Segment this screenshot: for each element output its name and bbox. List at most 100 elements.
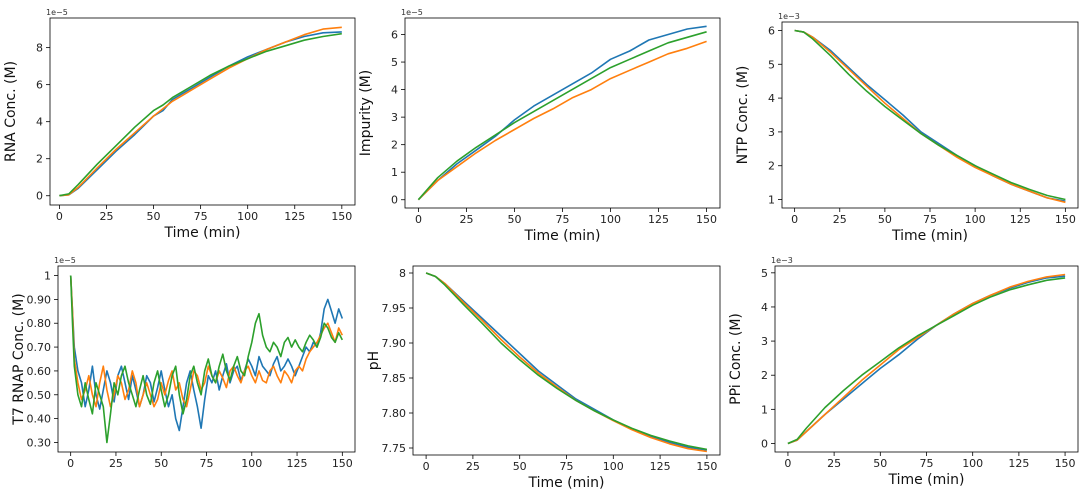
x-tick-label: 50 xyxy=(154,457,168,470)
y-tick-label: 0.30 xyxy=(27,436,52,449)
series-line-blue xyxy=(425,272,708,451)
y-tick-label: 5 xyxy=(761,267,768,280)
x-tick-label: 25 xyxy=(827,457,841,470)
y-tick-label: 4 xyxy=(761,301,768,314)
chart-panel-4: 0 25 50 75 100 125 150 0.30 0.40 0.50 0.60 0.70 0.80… xyxy=(11,256,356,470)
y-tick-label: 7.95 xyxy=(382,302,407,315)
x-tick-label: 0 xyxy=(791,213,798,226)
y-axis-label: pH xyxy=(366,351,382,370)
series-line-blue xyxy=(59,31,342,197)
series-line-green xyxy=(59,32,342,197)
series-line-green xyxy=(787,277,1066,445)
x-tick-label: 150 xyxy=(332,457,353,470)
x-tick-label: 75 xyxy=(194,210,208,223)
x-tick-label: 25 xyxy=(833,213,847,226)
x-tick-label: 100 xyxy=(241,457,262,470)
x-tick-label: 125 xyxy=(650,460,671,473)
series-line-green xyxy=(425,272,708,451)
x-tick-label: 75 xyxy=(556,213,570,226)
y-tick-label: 0 xyxy=(391,194,398,207)
y-tick-label: 0.90 xyxy=(27,293,52,306)
y-tick-label: 2 xyxy=(391,139,398,152)
y-tick-label: 0 xyxy=(761,437,768,450)
y-axis-label: PPi Conc. (M) xyxy=(728,313,744,405)
x-tick-label: 75 xyxy=(923,213,937,226)
y-tick-label: 6 xyxy=(36,79,43,92)
x-axis-label: Time (min) xyxy=(523,228,600,244)
x-tick-label: 50 xyxy=(147,210,161,223)
y-axis-label: NTP Conc. (M) xyxy=(735,66,751,165)
x-tick-label: 150 xyxy=(331,210,352,223)
x-tick-label: 150 xyxy=(696,213,717,226)
y-tick-label: 4 xyxy=(768,92,775,105)
y-tick-label: 1 xyxy=(391,166,398,179)
y-tick-label: 7.90 xyxy=(382,337,407,350)
series-line-orange xyxy=(787,273,1066,445)
y-tick-label: 3 xyxy=(768,126,775,139)
x-tick-label: 25 xyxy=(459,213,473,226)
y-tick-label: 6 xyxy=(768,24,775,37)
y-tick-label: 7.85 xyxy=(382,372,407,385)
y-tick-label: 0.80 xyxy=(27,317,52,330)
x-axis-label: Time (min) xyxy=(887,472,964,488)
plot-frame xyxy=(49,17,356,206)
x-tick-label: 150 xyxy=(1055,457,1076,470)
x-tick-label: 125 xyxy=(287,457,308,470)
y-tick-label: 7.80 xyxy=(382,407,407,420)
x-tick-label: 50 xyxy=(507,213,521,226)
y-tick-label: 6 xyxy=(391,29,398,42)
y-axis-label: Impurity (M) xyxy=(358,70,374,156)
plot-frame xyxy=(774,265,1079,453)
y-tick-label: 1 xyxy=(768,194,775,207)
x-tick-label: 0 xyxy=(784,457,791,470)
chart-panel-5: 0 25 50 75 100 125 150 7.75 7.80 7.85 7.90 7.95 8 Tim… xyxy=(366,265,721,491)
x-tick-label: 50 xyxy=(873,457,887,470)
x-tick-label: 25 xyxy=(109,457,123,470)
plot-frame xyxy=(404,17,721,209)
axis-multiplier: 1e−5 xyxy=(401,8,423,17)
x-tick-label: 0 xyxy=(56,210,63,223)
chart-panel-6: 0 25 50 75 100 125 150 0 1 2 3 4 51e−3 Time (min) PPi … xyxy=(728,256,1079,488)
x-tick-label: 125 xyxy=(1008,457,1029,470)
axis-multiplier: 1e−3 xyxy=(778,12,800,21)
y-tick-label: 2 xyxy=(36,153,43,166)
series-line-orange xyxy=(794,29,1066,204)
series-line-blue xyxy=(417,25,707,201)
y-tick-label: 3 xyxy=(391,111,398,124)
x-tick-label: 25 xyxy=(466,460,480,473)
axis-multiplier: 1e−3 xyxy=(771,256,793,265)
x-axis-label: Time (min) xyxy=(163,225,240,241)
series-line-green xyxy=(794,29,1066,201)
y-tick-label: 5 xyxy=(768,58,775,71)
y-tick-label: 3 xyxy=(761,335,768,348)
x-tick-label: 50 xyxy=(878,213,892,226)
plot-frame xyxy=(781,21,1079,209)
chart-panel-2: 0 25 50 75 100 125 150 0 1 2 3 4 5 6 1e−5 Time (min) Imp… xyxy=(358,8,721,244)
y-tick-label: 0.50 xyxy=(27,389,52,402)
series-line-green xyxy=(69,275,344,444)
y-tick-label: 0.70 xyxy=(27,341,52,354)
x-axis-label: Time (min) xyxy=(527,475,604,491)
x-tick-label: 25 xyxy=(99,210,113,223)
y-tick-label: 0.40 xyxy=(27,413,52,426)
x-tick-label: 0 xyxy=(423,460,430,473)
x-tick-label: 125 xyxy=(648,213,669,226)
y-tick-label: 5 xyxy=(391,56,398,69)
series-line-orange xyxy=(59,26,342,197)
x-tick-label: 150 xyxy=(696,460,717,473)
y-tick-label: 8 xyxy=(36,42,43,55)
x-tick-label: 125 xyxy=(284,210,305,223)
y-tick-label: 1 xyxy=(44,270,51,283)
x-tick-label: 100 xyxy=(600,213,621,226)
x-axis-label: Time (min) xyxy=(891,228,968,244)
x-tick-label: 0 xyxy=(67,457,74,470)
y-axis-label: RNA Conc. (M) xyxy=(3,61,19,162)
x-tick-label: 100 xyxy=(962,457,983,470)
y-tick-label: 0 xyxy=(36,190,43,203)
chart-panel-1: 0 25 50 75 100 125 150 0 2 4 6 8 1e−5 Time (min) RNA C… xyxy=(3,8,356,241)
series-line-green xyxy=(417,31,707,201)
series-line-blue xyxy=(787,275,1066,445)
x-tick-label: 0 xyxy=(415,213,422,226)
series-line-orange xyxy=(417,40,707,201)
plot-frame xyxy=(412,265,721,456)
